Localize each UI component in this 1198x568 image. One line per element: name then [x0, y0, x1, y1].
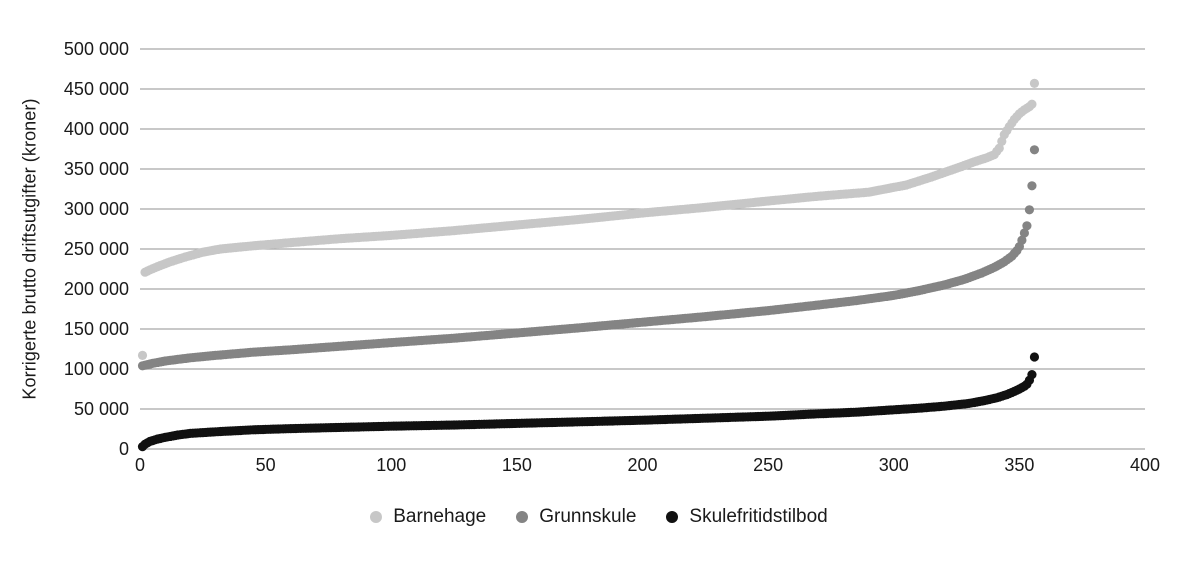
y-tick-label: 200 000	[64, 279, 129, 299]
series-dots	[137, 78, 1040, 452]
series-skulefritidstilbod	[137, 352, 1040, 452]
data-point	[1027, 99, 1037, 109]
data-point	[1029, 352, 1040, 362]
legend-item-barnehage: Barnehage	[370, 506, 486, 528]
legend: Barnehage Grunnskule Skulefritidstilbod	[0, 506, 1198, 528]
data-point	[137, 350, 148, 360]
legend-item-skulefritidstilbod: Skulefritidstilbod	[666, 506, 828, 528]
y-tick-label: 450 000	[64, 79, 129, 99]
x-tick-labels: 0 50 100 150 200 250 300 350 400	[135, 455, 1160, 475]
x-tick-label: 250	[753, 455, 783, 475]
legend-label-grunnskule: Grunnskule	[539, 506, 637, 527]
x-tick-label: 200	[627, 455, 657, 475]
gridlines	[140, 48, 1145, 450]
data-point	[1029, 145, 1040, 155]
y-tick-label: 50 000	[74, 399, 129, 419]
data-point	[1024, 205, 1035, 215]
y-tick-label: 350 000	[64, 159, 129, 179]
data-point	[1029, 78, 1040, 88]
y-tick-label: 0	[119, 439, 129, 459]
x-tick-label: 50	[256, 455, 276, 475]
x-tick-label: 350	[1004, 455, 1034, 475]
y-tick-labels: 0 50 000 100 000 150 000 200 000 250 000 300 0…	[64, 39, 129, 459]
legend-item-grunnskule: Grunnskule	[516, 506, 636, 528]
y-tick-label: 100 000	[64, 359, 129, 379]
series-barnehage	[137, 78, 1040, 360]
grunnskule-dot-icon	[516, 511, 529, 523]
x-tick-label: 150	[502, 455, 532, 475]
data-point	[1017, 235, 1027, 245]
x-tick-label: 400	[1130, 455, 1160, 475]
data-point	[1019, 228, 1029, 238]
legend-label-skulefritidstilbod: Skulefritidstilbod	[689, 506, 828, 527]
data-point	[1027, 181, 1037, 191]
y-tick-label: 400 000	[64, 119, 129, 139]
legend-label-barnehage: Barnehage	[393, 506, 487, 527]
skulefritidstilbod-dot-icon	[666, 511, 679, 523]
data-point	[1022, 221, 1032, 231]
barnehage-dot-icon	[370, 511, 383, 523]
y-tick-label: 300 000	[64, 199, 129, 219]
series-grunnskule	[137, 145, 1040, 371]
x-tick-label: 0	[135, 455, 145, 475]
y-tick-label: 250 000	[64, 239, 129, 259]
y-tick-label: 500 000	[64, 39, 129, 59]
y-tick-label: 150 000	[64, 319, 129, 339]
data-point	[1027, 370, 1037, 380]
x-tick-label: 100	[376, 455, 406, 475]
x-tick-label: 300	[879, 455, 909, 475]
